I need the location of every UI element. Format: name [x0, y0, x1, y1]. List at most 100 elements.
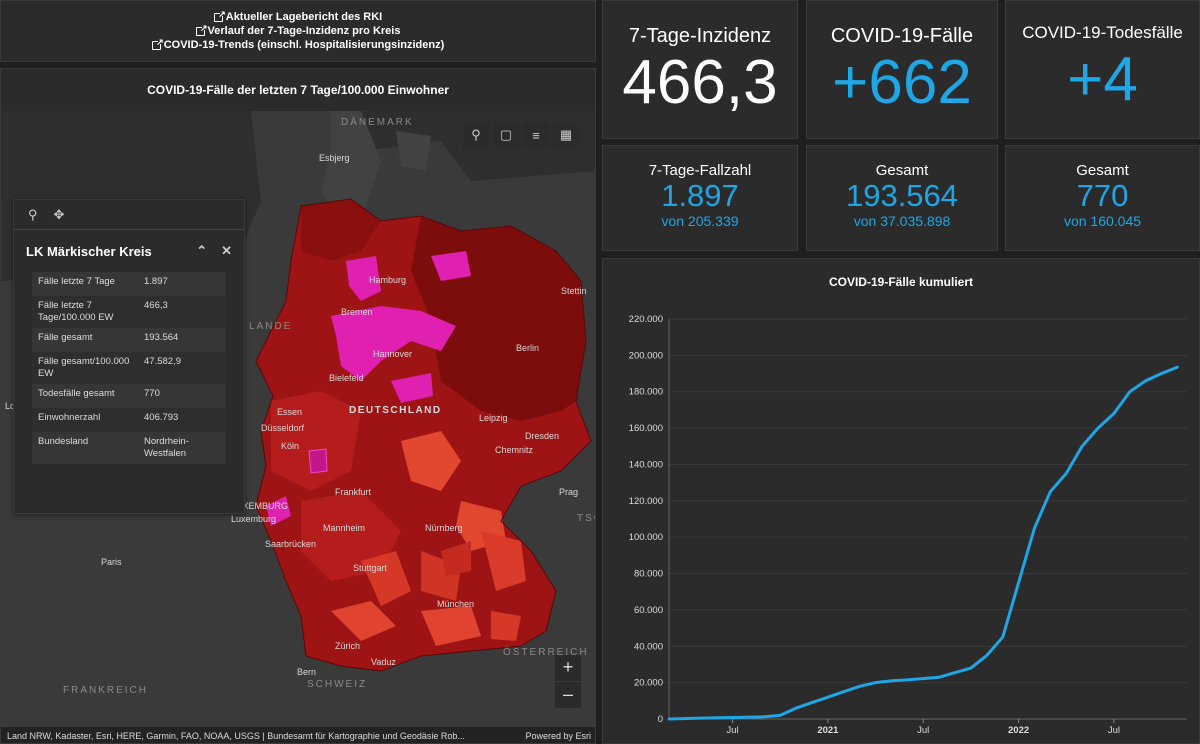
data-point[interactable] [1064, 472, 1068, 475]
data-point[interactable] [763, 715, 766, 719]
y-tick-label: 100.000 [629, 532, 663, 543]
data-point[interactable] [858, 684, 861, 688]
label-koeln: Köln [281, 441, 300, 451]
legend-icon[interactable]: ≡ [523, 123, 549, 147]
label-zuerich: Zürich [335, 641, 361, 651]
data-point[interactable] [1128, 390, 1132, 394]
chart-panel: COVID-19-Fälle kumuliert 0 20.000 40.000 60… [602, 258, 1200, 744]
label-tsc: TSC [577, 513, 595, 524]
popup-header: LK Märkischer Kreis ⌃ ✕ [14, 230, 244, 272]
kpi-fallzahl-title: 7-Tage-Fallzahl [648, 162, 752, 179]
data-point[interactable] [794, 706, 798, 710]
attribution-text: Land NRW, Kadaster, Esri, HERE, Garmin, … [7, 731, 465, 741]
label-esbjerg: Esbjerg [319, 153, 350, 163]
row-value: 406.793 [144, 412, 179, 423]
data-point[interactable] [1144, 379, 1147, 383]
label-dresden: Dresden [525, 431, 560, 441]
collapse-icon[interactable]: ⌃ [196, 243, 208, 258]
close-icon[interactable]: ✕ [221, 243, 232, 258]
external-link-icon [195, 21, 208, 36]
popup-table: Fälle letzte 7 Tage 1.897 Fälle letzte 7 … [32, 272, 226, 464]
row-key: Bundesland [38, 436, 89, 447]
label-prag: Prag [559, 487, 579, 497]
table-row: Todesfälle gesamt 770 [32, 384, 226, 408]
label-oesterreich: ÖSTERREICH [503, 647, 589, 658]
kpi-faelle: COVID-19-Fälle +662 [806, 0, 998, 139]
data-point[interactable] [1176, 365, 1179, 369]
label-berlin: Berlin [516, 343, 540, 353]
y-tick-label: 80.000 [634, 569, 663, 580]
label-hannover: Hannover [373, 349, 413, 359]
data-point[interactable] [969, 666, 973, 670]
kpi-tode-gesamt-sub: von 160.045 [1063, 213, 1142, 229]
data-point[interactable] [1112, 412, 1116, 415]
move-icon[interactable]: ✥ [53, 206, 65, 222]
kpi-tode-gesamt-title: Gesamt [1076, 162, 1129, 179]
data-point[interactable] [937, 675, 941, 679]
row-value: 47.582,9 [144, 356, 181, 367]
label-nuernberg: Nürnberg [425, 523, 463, 533]
data-point[interactable] [1160, 372, 1163, 375]
kpi-faelle-gesamt: Gesamt 193.564 von 37.035.898 [806, 145, 998, 251]
basemap-gallery-icon[interactable]: ▦ [553, 123, 579, 147]
data-point[interactable] [906, 678, 909, 682]
data-point[interactable] [1001, 635, 1004, 639]
data-point[interactable] [985, 654, 989, 657]
data-point[interactable] [1049, 490, 1052, 494]
kpi-inzidenz-value: 466,3 [622, 48, 778, 117]
data-point[interactable] [1096, 426, 1100, 430]
y-tick-label: 0 [658, 714, 663, 725]
map-attribution: Land NRW, Kadaster, Esri, HERE, Garmin, … [1, 727, 595, 743]
label-daenemark: DÄNEMARK [341, 117, 414, 128]
chart-svg[interactable]: 0 20.000 40.000 60.000 80.000 100.000 120.000 1… [603, 259, 1199, 743]
data-point[interactable] [890, 679, 893, 683]
search-icon[interactable]: ⚲ [463, 123, 489, 147]
label-frankreich: FRANKREICH [63, 685, 149, 696]
row-key: Fälle gesamt [38, 332, 93, 343]
link-verlauf-label[interactable]: Verlauf der 7-Tage-Inzidenz pro Kreis [207, 25, 401, 37]
chart-title: COVID-19-Fälle kumuliert [828, 275, 974, 289]
data-point[interactable] [1080, 444, 1084, 448]
kpi-faelle-gesamt-sub: von 37.035.898 [853, 213, 951, 229]
zoom-control: + – [555, 655, 581, 709]
label-bremen: Bremen [341, 307, 373, 317]
series-line[interactable] [668, 365, 1179, 721]
label-paris: Paris [101, 557, 122, 567]
zoom-to-icon[interactable]: ⚲ [28, 206, 38, 222]
link-verlauf[interactable]: Verlauf der 7-Tage-Inzidenz pro Kreis [195, 21, 401, 38]
map-view[interactable]: DÄNEMARK Esbjerg Hamburg Bremen Stettin … [1, 111, 595, 743]
link-trends-label[interactable]: COVID-19-Trends (einschl. Hospitalisieru… [163, 39, 445, 51]
data-point[interactable] [699, 716, 703, 720]
data-point[interactable] [1033, 526, 1036, 530]
zoom-out-button[interactable]: – [555, 682, 581, 708]
data-point[interactable] [826, 695, 830, 699]
label-bielefeld: Bielefeld [329, 373, 364, 383]
row-key: Einwohnerzahl [38, 412, 101, 423]
table-row: Fälle gesamt/100.000 EW 47.582,9 [32, 352, 226, 384]
zoom-in-button[interactable]: + [555, 655, 581, 681]
data-point[interactable] [667, 717, 671, 721]
data-point[interactable] [1017, 581, 1020, 584]
x-tick-label: Jul [1108, 725, 1120, 736]
powered-by-esri[interactable]: Powered by Esri [525, 731, 591, 741]
y-tick-label: 60.000 [634, 605, 663, 616]
data-point[interactable] [874, 681, 877, 684]
data-point[interactable] [842, 690, 846, 694]
data-point[interactable] [778, 714, 782, 717]
row-key: Fälle gesamt/100.000 EW [38, 356, 130, 379]
row-value: 466,3 [144, 300, 168, 311]
label-schweiz: SCHWEIZ [307, 679, 368, 690]
link-lagebericht-label[interactable]: Aktueller Lagebericht des RKI [225, 11, 383, 23]
table-row: Fälle gesamt 193.564 [32, 328, 226, 352]
map-panel: COVID-19-Fälle der letzten 7 Tage/100.00… [0, 68, 596, 744]
link-trends[interactable]: COVID-19-Trends (einschl. Hospitalisieru… [151, 35, 445, 52]
data-point[interactable] [810, 701, 814, 704]
row-value: 193.564 [144, 332, 179, 343]
link-lagebericht[interactable]: Aktueller Lagebericht des RKI [213, 7, 383, 24]
data-point[interactable] [731, 716, 734, 719]
x-tick-label: 2021 [817, 725, 839, 736]
bookmark-icon[interactable]: ▢ [493, 123, 519, 147]
row-key: Fälle letzte 7 Tage [38, 276, 115, 287]
links-panel: Aktueller Lagebericht des RKI Verlauf de… [0, 0, 596, 62]
label-bern: Bern [297, 667, 317, 677]
